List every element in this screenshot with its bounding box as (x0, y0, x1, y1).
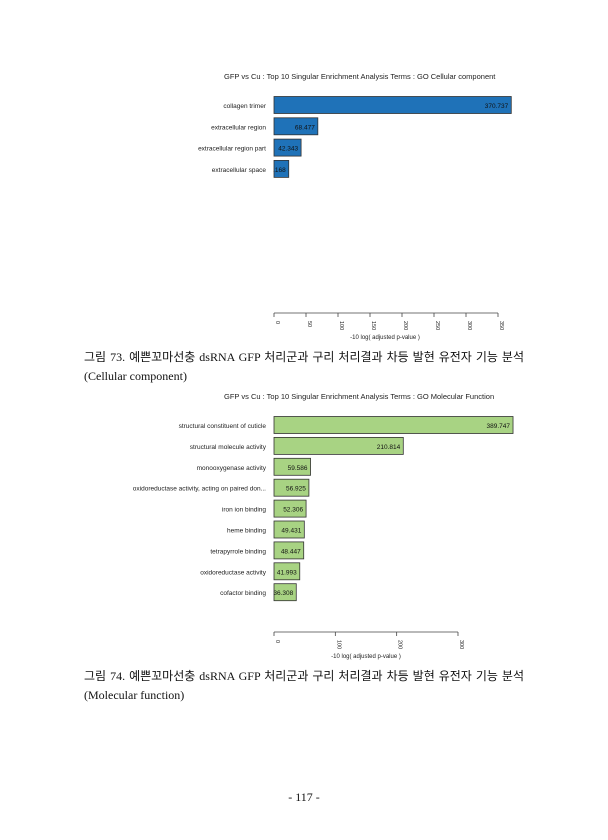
bar (273, 520, 305, 539)
x-tick-label: 350 (498, 321, 504, 330)
x-tick-label: 50 (306, 321, 312, 327)
data-label: 56.925 (286, 486, 306, 493)
bar (273, 117, 319, 136)
bar (273, 562, 301, 581)
bar (273, 541, 305, 560)
bar (273, 416, 514, 434)
data-label: 52.306 (283, 507, 303, 514)
x-tick-label: 250 (434, 321, 440, 330)
bar (273, 138, 302, 157)
x-tick-label: 200 (402, 321, 408, 330)
bar (273, 436, 404, 455)
x-tick-label: 200 (397, 640, 403, 649)
category-label: structural constituent of cuticle (179, 423, 267, 430)
bar (273, 478, 310, 497)
chart-molecular-function: structural constituent of cuticle 389.747… (133, 416, 514, 660)
data-label: 42.343 (278, 146, 298, 153)
bar (273, 457, 311, 476)
category-label: oxidoreductase activity, acting on paire… (133, 486, 266, 493)
x-tick-label: 300 (466, 321, 472, 330)
x-tick-label: 300 (458, 640, 464, 649)
data-label: 59.586 (288, 465, 308, 472)
chart-cellular-component: collagen trimer 370.737 extracellular regi… (198, 96, 512, 341)
x-tick-label: 100 (335, 640, 341, 649)
category-label: iron ion binding (222, 507, 266, 514)
category-label: collagen trimer (223, 103, 266, 110)
data-label: 49.431 (281, 528, 301, 535)
data-label: 210.814 (377, 444, 401, 451)
data-label: 36.308 (273, 590, 293, 597)
x-axis-title: -10 log( adjusted p-value ) (331, 654, 401, 660)
bar (273, 499, 307, 518)
page-number: - 117 - (288, 790, 320, 804)
category-label: oxidoreductase activity (200, 569, 267, 576)
x-tick-label: 0 (274, 640, 280, 643)
category-label: heme binding (227, 528, 266, 535)
data-label: 41.993 (277, 569, 297, 576)
figure-caption-73: 그림 73. 예쁜꼬마선충 dsRNA GFP 처리군과 구리 처리결과 차등 … (84, 350, 524, 383)
bar (273, 159, 290, 178)
category-label: cofactor binding (220, 590, 266, 597)
data-label: 389.747 (487, 423, 511, 430)
data-label: 48.447 (281, 548, 301, 555)
x-tick-label: 150 (370, 321, 376, 330)
x-tick-label: 100 (338, 321, 344, 330)
category-label: tetrapyrrole binding (210, 548, 266, 555)
data-label: 68.477 (295, 124, 315, 131)
data-label: 370.737 (485, 103, 509, 110)
x-tick-label: 0 (274, 321, 280, 324)
chart-title-molecular-function: GFP vs Cu : Top 10 Singular Enrichment A… (224, 392, 495, 401)
category-label: extracellular region part (198, 146, 266, 153)
category-label: monooxygenase activity (197, 465, 267, 472)
category-label: extracellular region (211, 124, 266, 131)
x-axis-title: -10 log( adjusted p-value ) (350, 335, 420, 341)
chart-title-cellular-component: GFP vs Cu : Top 10 Singular Enrichment A… (224, 72, 496, 81)
category-label: extracellular space (212, 167, 267, 174)
figure-caption-74: 그림 74. 예쁜꼬마선충 dsRNA GFP 처리군과 구리 처리결과 차등 … (84, 669, 524, 702)
data-label: .168 (273, 167, 286, 174)
bar (273, 96, 512, 114)
category-label: structural molecule activity (190, 444, 267, 451)
bar (273, 583, 297, 602)
